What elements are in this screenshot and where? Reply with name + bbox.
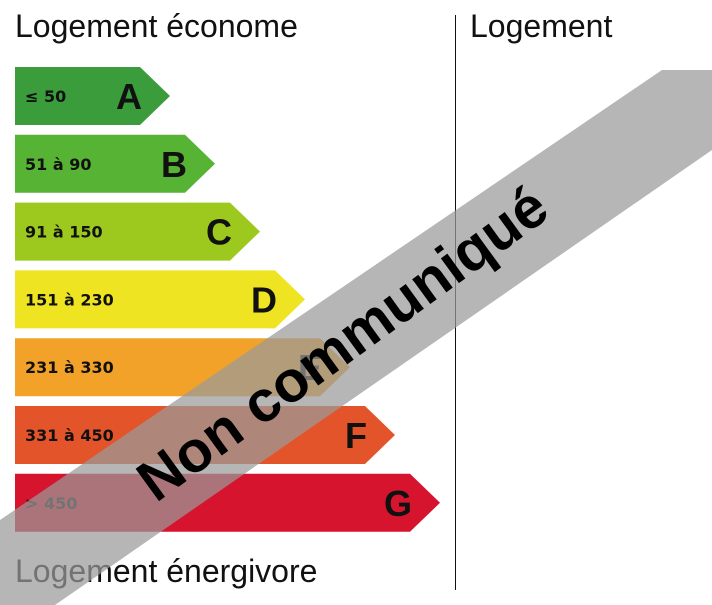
energy-class-a: ≤ 50 A bbox=[15, 67, 170, 125]
stamp-band bbox=[0, 70, 712, 605]
label-dwelling: Logement bbox=[470, 8, 613, 44]
energy-class-b: 51 à 90 B bbox=[15, 134, 215, 193]
class-letter: D bbox=[251, 279, 277, 320]
class-range-label: 91 à 150 bbox=[25, 223, 103, 242]
class-arrow-a bbox=[15, 67, 170, 125]
class-range-label: 331 à 450 bbox=[25, 426, 114, 445]
class-letter: F bbox=[345, 415, 367, 456]
label-efficient: Logement économe bbox=[15, 8, 298, 44]
energy-class-d: 151 à 230 D bbox=[15, 270, 305, 329]
class-letter: A bbox=[116, 76, 142, 117]
class-range-label: 51 à 90 bbox=[25, 155, 91, 174]
energy-class-c: 91 à 150 C bbox=[15, 202, 260, 261]
class-arrow-b bbox=[15, 134, 215, 193]
class-range-label: 231 à 330 bbox=[25, 358, 114, 377]
class-arrow-d bbox=[15, 270, 305, 329]
class-range-label: 151 à 230 bbox=[25, 290, 114, 309]
class-letter: G bbox=[384, 483, 412, 524]
class-arrow-c bbox=[15, 202, 260, 261]
class-letter: B bbox=[161, 144, 187, 185]
class-letter: C bbox=[206, 212, 232, 253]
class-range-label: ≤ 50 bbox=[25, 87, 66, 106]
